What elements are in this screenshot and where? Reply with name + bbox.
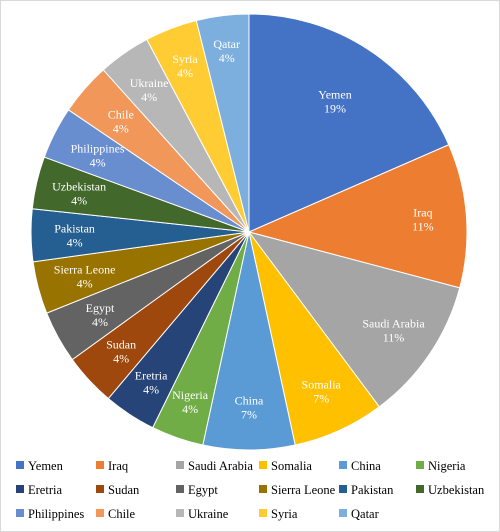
legend-label: Yemen bbox=[28, 459, 64, 473]
data-label-chile: Chile 4% bbox=[108, 107, 134, 135]
legend-item-chile: Chile bbox=[96, 507, 136, 521]
legend-label: Ukraine bbox=[188, 507, 229, 521]
legend-label: China bbox=[351, 459, 381, 473]
pie-data-labels: Yemen 19% Iraq 11% Saudi Arabia 11% Somalia 7% C… bbox=[52, 37, 434, 421]
legend-item-syria: Syria bbox=[259, 507, 298, 521]
legend-swatch bbox=[176, 509, 184, 517]
data-label-iraq: Iraq 11% bbox=[412, 206, 434, 234]
data-label-philippines: Philippines 4% bbox=[71, 142, 125, 170]
legend-label: Qatar bbox=[351, 507, 380, 521]
pie-slice-yemen bbox=[248, 13, 450, 233]
legend-swatch bbox=[96, 509, 104, 517]
data-label-sudan: Sudan 4% bbox=[106, 338, 136, 366]
legend-swatch bbox=[96, 485, 104, 493]
legend-swatch bbox=[416, 485, 424, 493]
pie-slices bbox=[30, 13, 468, 451]
legend-label: Pakistan bbox=[351, 483, 394, 497]
legend-label: Uzbekistan bbox=[428, 483, 485, 497]
legend-item-eretria: Eretria bbox=[16, 483, 62, 497]
legend-item-pakistan: Pakistan bbox=[339, 483, 394, 497]
legend-item-yemen: Yemen bbox=[16, 459, 64, 473]
legend-item-iraq: Iraq bbox=[96, 459, 129, 473]
legend-item-qatar: Qatar bbox=[339, 507, 380, 521]
data-label-pakistan: Pakistan 4% bbox=[54, 222, 95, 250]
legend-swatch bbox=[176, 485, 184, 493]
legend-swatch bbox=[259, 485, 267, 493]
legend-item-philippines: Philippines bbox=[16, 507, 84, 521]
legend-item-sudan: Sudan bbox=[96, 483, 140, 497]
data-label-china: China 7% bbox=[235, 393, 264, 421]
data-label-nigeria: Nigeria 4% bbox=[172, 388, 209, 416]
legend-label: Chile bbox=[108, 507, 136, 521]
data-label-yemen: Yemen 19% bbox=[318, 88, 351, 116]
legend-swatch bbox=[339, 461, 347, 469]
legend-label: Saudi Arabia bbox=[188, 459, 253, 473]
legend-label: Eretria bbox=[28, 483, 62, 497]
legend-item-somalia: Somalia bbox=[259, 459, 312, 473]
pie-slice-iraq bbox=[247, 144, 468, 289]
data-label-egypt: Egypt 4% bbox=[86, 301, 115, 329]
data-label-sierra-leone: Sierra Leone 4% bbox=[54, 263, 116, 291]
data-label-ukraine: Ukraine 4% bbox=[130, 76, 169, 104]
legend-swatch bbox=[16, 485, 24, 493]
legend-item-sierra-leone: Sierra Leone bbox=[259, 483, 336, 497]
legend-swatch bbox=[259, 461, 267, 469]
legend-swatch bbox=[16, 461, 24, 469]
legend-swatch bbox=[339, 509, 347, 517]
legend-label: Philippines bbox=[28, 507, 84, 521]
legend-swatch bbox=[416, 461, 424, 469]
data-label-syria: Syria 4% bbox=[172, 52, 198, 80]
legend-label: Egypt bbox=[188, 483, 218, 497]
pie-slice-qatar bbox=[195, 13, 250, 233]
legend-swatch bbox=[259, 509, 267, 517]
legend-label: Nigeria bbox=[428, 459, 466, 473]
legend-label: Sudan bbox=[108, 483, 140, 497]
data-label-uzbekistan: Uzbekistan 4% bbox=[52, 180, 106, 208]
legend-item-ukraine: Ukraine bbox=[176, 507, 229, 521]
data-label-qatar: Qatar 4% bbox=[213, 37, 240, 65]
legend-item-uzbekistan: Uzbekistan bbox=[416, 483, 485, 497]
legend-item-saudi-arabia: Saudi Arabia bbox=[176, 459, 253, 473]
legend-item-nigeria: Nigeria bbox=[416, 459, 466, 473]
data-label-somalia: Somalia 7% bbox=[302, 378, 342, 406]
legend-swatch bbox=[16, 509, 24, 517]
legend-label: Syria bbox=[271, 507, 298, 521]
legend-label: Somalia bbox=[271, 459, 312, 473]
legend-label: Iraq bbox=[108, 459, 129, 473]
data-label-saudi-arabia: Saudi Arabia 11% bbox=[362, 317, 425, 345]
pie-slice-saudi-arabia bbox=[247, 231, 461, 408]
legend-item-china: China bbox=[339, 459, 381, 473]
legend-swatch bbox=[176, 461, 184, 469]
legend-item-egypt: Egypt bbox=[176, 483, 218, 497]
legend-label: Sierra Leone bbox=[271, 483, 336, 497]
legend: Yemen Iraq Saudi Arabia Somalia China Nigeria… bbox=[16, 459, 485, 521]
legend-swatch bbox=[96, 461, 104, 469]
data-label-eretria: Eretria 4% bbox=[135, 369, 168, 397]
legend-swatch bbox=[339, 485, 347, 493]
